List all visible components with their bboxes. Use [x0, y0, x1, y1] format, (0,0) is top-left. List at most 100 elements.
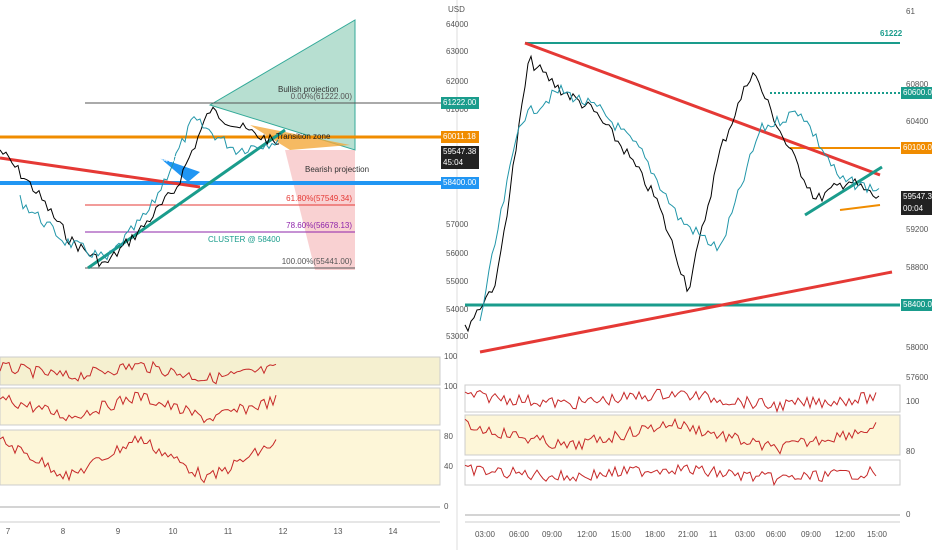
price-axis-label: 55000 [446, 277, 469, 286]
trend-line [479, 270, 893, 354]
time-axis-label: 18:00 [645, 530, 666, 539]
time-axis-label: 9 [116, 527, 121, 536]
price-tag-label: 61222 [880, 29, 903, 38]
price-axis-label: 54000 [446, 305, 469, 314]
time-axis-label: 15:00 [867, 530, 888, 539]
price-axis-label: 53000 [446, 332, 469, 341]
fib-label: 100.00%(55441.00) [282, 257, 353, 266]
price-tag-label: 61222.00 [443, 98, 477, 107]
oscillator-line [0, 391, 277, 424]
indicator-axis-label: 80 [906, 447, 915, 456]
bearish-projection [285, 150, 355, 270]
indicator-axis-label: 0 [444, 502, 449, 511]
annotation: Transition zone [276, 132, 331, 141]
price-tag [441, 97, 479, 109]
time-axis-label: 7 [6, 527, 11, 536]
price-tag [901, 191, 932, 203]
price-tag [901, 87, 932, 99]
oscillator-line [0, 360, 277, 385]
time-axis-label: 06:00 [509, 530, 530, 539]
indicator-axis-label: 100 [906, 397, 920, 406]
indicator-pane [464, 459, 901, 486]
price-axis-label: 63000 [446, 47, 469, 56]
price-axis-label: 57000 [446, 220, 469, 229]
price-tag-label: 58400.00 [903, 300, 932, 309]
trend-line [839, 204, 881, 211]
price-tag-label: 00:04 [903, 204, 924, 213]
time-axis-label: 13 [334, 527, 343, 536]
indicator-axis-label: 40 [444, 462, 453, 471]
fib-label: 78.60%(56678.13) [286, 221, 352, 230]
price-axis-label: 61 [906, 7, 915, 16]
trend-line [0, 156, 201, 189]
indicator-pane [464, 414, 901, 456]
time-axis-label: 11 [709, 530, 718, 539]
indicator-pane [464, 384, 901, 413]
time-axis-label: 11 [224, 527, 233, 536]
oscillator-line [464, 463, 877, 487]
time-axis-label: 14 [389, 527, 398, 536]
time-axis-label: 21:00 [678, 530, 699, 539]
price-tag [441, 131, 479, 143]
annotation: Bearish projection [305, 165, 369, 174]
price-tag [441, 157, 479, 169]
price-tag [441, 146, 479, 158]
price-axis-label: 57600 [906, 373, 929, 382]
fib-label: 0.00%(61222.00) [291, 92, 353, 101]
price-path [0, 106, 280, 268]
oscillator-line [464, 417, 877, 455]
arrow [160, 158, 200, 182]
time-axis-label: 03:00 [475, 530, 496, 539]
time-axis-label: 09:00 [542, 530, 563, 539]
ichimoku-line [479, 83, 880, 322]
indicator-axis-label: 80 [444, 432, 453, 441]
indicator-axis-label: 0 [906, 510, 911, 519]
time-axis-label: 15:00 [611, 530, 632, 539]
price-axis-label: 58000 [906, 343, 929, 352]
price-axis-label: 60800 [906, 80, 929, 89]
price-axis-label: 56000 [446, 249, 469, 258]
indicator-pane [0, 429, 441, 486]
price-tag [441, 177, 479, 189]
time-axis-label: 09:00 [801, 530, 822, 539]
indicator-pane [0, 387, 441, 426]
time-axis-label: 06:00 [766, 530, 787, 539]
price-axis-label: 62000 [446, 77, 469, 86]
indicator-axis-label: 100 [444, 382, 458, 391]
fib-label: 61.80%(57549.34) [286, 194, 352, 203]
indicator-pane [0, 356, 441, 386]
annotation: Bullish projection [278, 85, 338, 94]
price-axis-label: 64000 [446, 20, 469, 29]
ichimoku-line [19, 115, 279, 261]
price-tag-label: 45:04 [443, 158, 464, 167]
time-axis-label: 8 [61, 527, 66, 536]
trend-line [804, 165, 883, 217]
indicator-axis-label: 100 [444, 352, 458, 361]
time-axis-label: 10 [169, 527, 178, 536]
price-axis-label: 60400 [906, 117, 929, 126]
price-tag [901, 299, 932, 311]
trend-line [524, 41, 881, 177]
price-tag-label: 60011.18 [443, 132, 476, 141]
price-tag-label: 58400.00 [443, 178, 477, 187]
price-tag-label: 59547.38 [903, 192, 932, 201]
price-tag-label: 60100.00 [903, 143, 932, 152]
price-path [464, 54, 880, 333]
oscillator-line [0, 435, 277, 484]
price-tag-label: 59547.38 [443, 147, 477, 156]
indicator-panes [0, 356, 901, 487]
price-axis-label: 58800 [906, 263, 929, 272]
price-axis-label: 61000 [446, 105, 469, 114]
bullish-projection [208, 19, 356, 151]
time-axis-label: 03:00 [735, 530, 756, 539]
time-axis-label: 12:00 [577, 530, 598, 539]
annotation: CLUSTER @ 58400 [208, 235, 281, 244]
price-tag [901, 142, 932, 154]
price-tag-label: 60600.00 [903, 88, 932, 97]
oscillator-line [464, 388, 877, 414]
currency-label: USD [448, 5, 465, 14]
price-axis-label: 59200 [906, 225, 929, 234]
time-axis-label: 12 [279, 527, 288, 536]
annotation: CLUSTER @ 58400 [105, 155, 178, 164]
